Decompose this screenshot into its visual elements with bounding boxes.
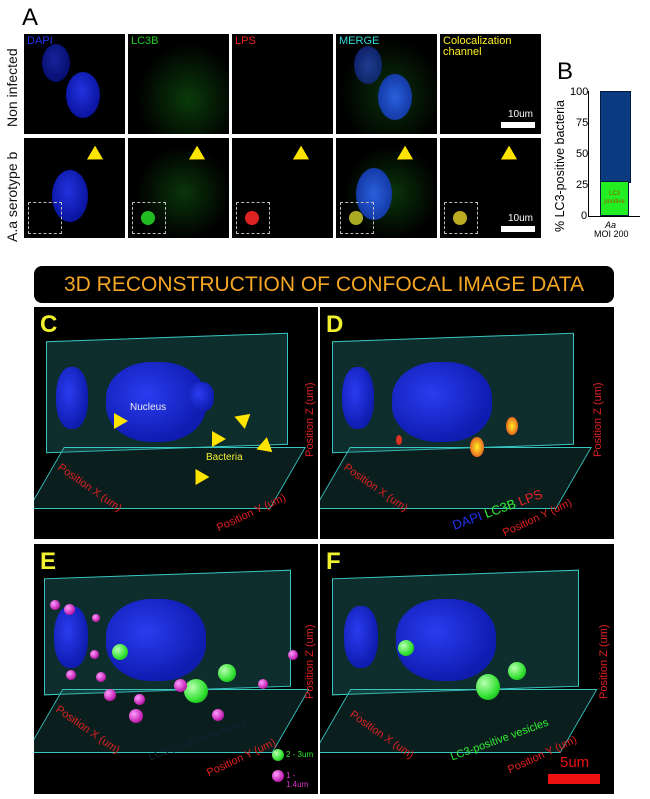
axis-z-label: Position Z (um) [598, 624, 610, 699]
xtick-italic: Aa [605, 220, 617, 230]
row-label-aa-serotype-b: A.a serotype b [4, 151, 20, 242]
image-lps-noninfected: LPS [232, 34, 333, 134]
panel-letter: C [40, 311, 58, 338]
arrowhead-icon [114, 413, 128, 429]
panel-f: F LC3-positive vesicles Position X (um) … [320, 544, 614, 794]
arrowhead-icon [496, 145, 518, 167]
panel-e: E LC3-positive vesicles Position X (um) … [34, 544, 318, 794]
section-banner: 3D RECONSTRUCTION OF CONFOCAL IMAGE DATA [34, 266, 614, 303]
image-dapi-noninfected: DAPI [24, 34, 125, 134]
inset-box [340, 202, 374, 234]
legend-green-icon [272, 749, 284, 761]
bacteria-label: Bacteria [206, 452, 243, 463]
arrowhead-icon [82, 145, 104, 167]
channel-label: Colocalization channel [443, 35, 512, 58]
image-lc3b-infected [128, 138, 229, 238]
legend-dapi: DAPI [450, 508, 484, 533]
panel-c: C Nucleus Bacteria Position X (um) Posit… [34, 307, 318, 539]
axis-z-label: Position Z (um) [592, 382, 604, 457]
arrowhead-icon [392, 145, 414, 167]
scale-bar [501, 226, 535, 232]
scale-bar-label: 5um [560, 754, 590, 771]
nucleus-label: Nucleus [130, 402, 167, 413]
inset-box [132, 202, 166, 234]
image-colocalization-infected: 10um [440, 138, 541, 238]
panel-d: D DAPI LC3B LPS Position X (um) Position… [320, 307, 614, 539]
scale-bar [548, 774, 600, 784]
image-colocalization-noninfected: Colocalization channel 10um [440, 34, 541, 134]
ytick: 50 [576, 148, 589, 160]
xtick-sub: MOI 200 [594, 229, 629, 239]
image-dapi-infected [24, 138, 125, 238]
channel-label: LC3B [131, 35, 159, 47]
image-lc3b-noninfected: LC3B [128, 34, 229, 134]
ytick: 100 [570, 86, 589, 98]
inset-box [444, 202, 478, 234]
scale-bar-label: 10um [507, 213, 533, 224]
panel-a-letter: A [22, 4, 39, 31]
panel-b-letter: B [557, 58, 574, 85]
ytick: 75 [576, 117, 589, 129]
ytick: 25 [576, 179, 589, 191]
channel-label: LPS [235, 35, 256, 47]
axis-z-label: Position Z (um) [304, 624, 316, 699]
bar-segment-negative [600, 91, 631, 183]
image-merge-noninfected: MERGE [336, 34, 437, 134]
scale-bar-label: 10um [507, 109, 533, 120]
panel-letter: F [326, 548, 341, 575]
image-merge-infected [336, 138, 437, 238]
legend-green-label: 2 - 3um [286, 750, 314, 759]
panel-letter: D [326, 311, 344, 338]
channel-label: MERGE [339, 35, 380, 47]
chart-ylabel: % LC3-positive bacteria [553, 99, 567, 232]
inset-box [236, 202, 270, 234]
image-lps-infected [232, 138, 333, 238]
scale-bar [501, 122, 535, 128]
legend-magenta-label: 1 - 1.4um [286, 771, 309, 789]
arrowhead-icon [212, 431, 226, 447]
ytick: 0 [581, 210, 588, 222]
channel-label: DAPI [27, 35, 53, 47]
bar-chart: 100 75 50 25 0 LC3 positive Aa MOI 200 [570, 86, 650, 239]
panel-letter: E [40, 548, 57, 575]
inset-box [28, 202, 62, 234]
row-label-non-infected: Non infected [4, 48, 20, 127]
arrowhead-icon [184, 145, 206, 167]
arrowhead-icon [288, 145, 310, 167]
legend-magenta-icon [272, 770, 284, 782]
bar-segment-positive: LC3 positive [600, 181, 629, 216]
axis-z-label: Position Z (um) [304, 382, 316, 457]
